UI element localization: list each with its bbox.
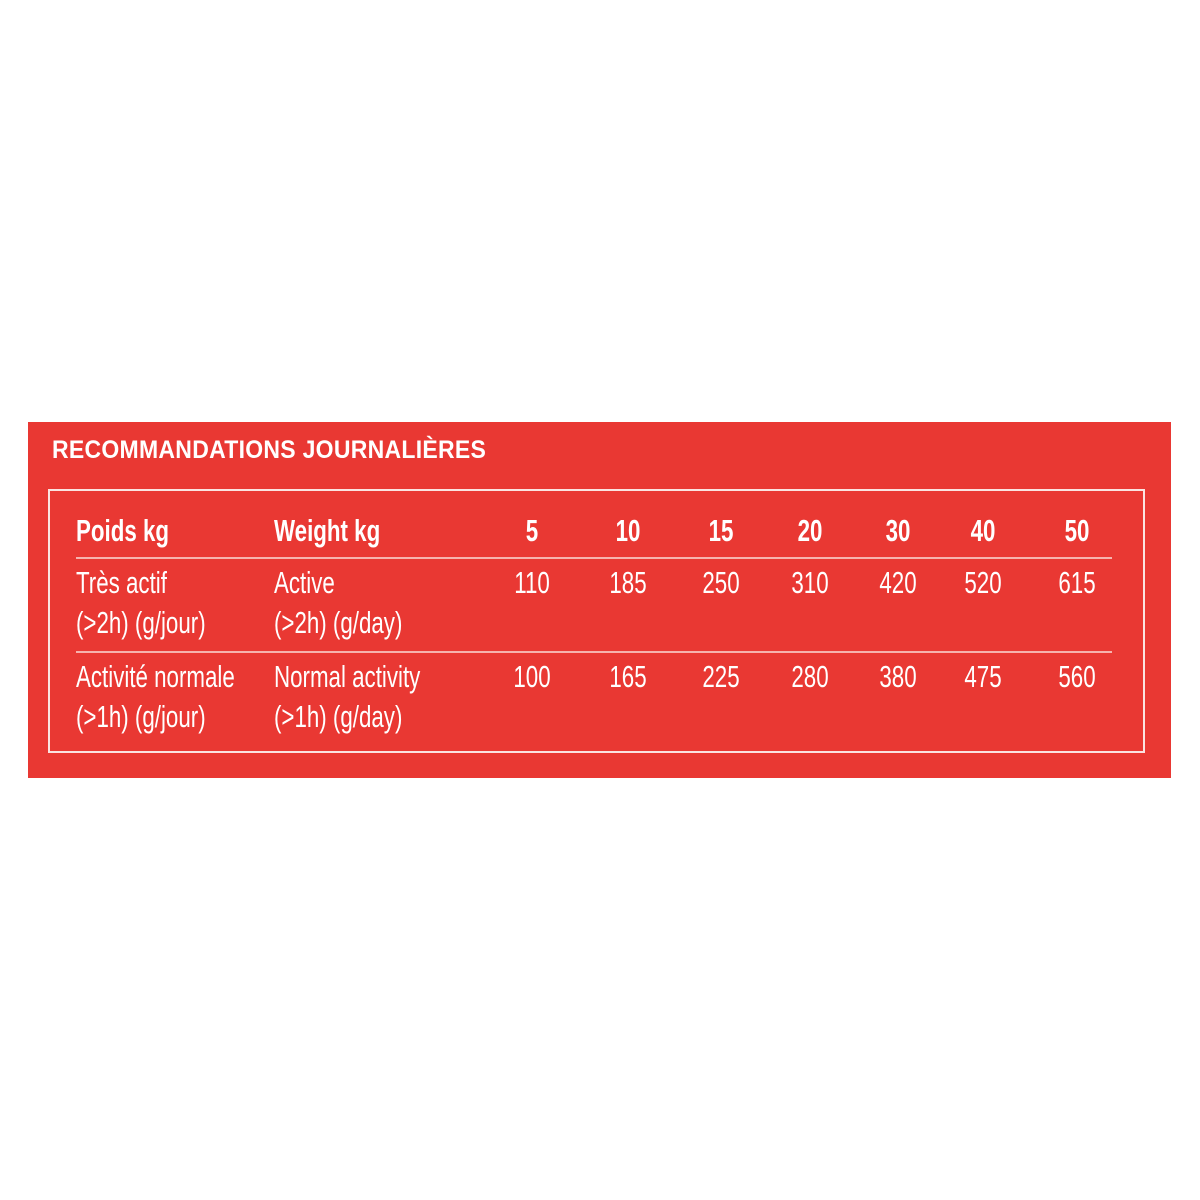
- panel-title: RECOMMANDATIONS JOURNALIÈRES: [52, 436, 487, 464]
- cell-value: 520: [964, 565, 1002, 600]
- cell-value: 165: [609, 659, 647, 694]
- divider: [76, 651, 1112, 653]
- row-label-fr: Très actif: [76, 565, 167, 600]
- row-label-fr-sub: (>1h) (g/jour): [76, 699, 206, 734]
- cell-value: 280: [791, 659, 829, 694]
- header-weight-value: 20: [797, 513, 823, 548]
- header-weight-value: 10: [615, 513, 641, 548]
- header-weight-value: 5: [525, 513, 539, 548]
- cell-value: 110: [514, 565, 550, 600]
- header-weight-en: Weight kg: [274, 513, 381, 548]
- feeding-table: Poids kg Weight kg Très actif (>2h) (g/j…: [48, 489, 1145, 753]
- header-weight-value: 40: [970, 513, 996, 548]
- header-weight-value: 15: [708, 513, 734, 548]
- cell-value: 100: [513, 659, 551, 694]
- row-label-en: Active: [274, 565, 335, 600]
- cell-value: 185: [609, 565, 647, 600]
- header-weight-value: 50: [1064, 513, 1090, 548]
- daily-recommendations-panel: RECOMMANDATIONS JOURNALIÈRES Poids kg We…: [28, 422, 1171, 778]
- cell-value: 615: [1058, 565, 1096, 600]
- cell-value: 560: [1058, 659, 1096, 694]
- row-label-fr: Activité normale: [76, 659, 235, 694]
- header-weight-fr: Poids kg: [76, 513, 170, 548]
- cell-value: 380: [879, 659, 917, 694]
- header-weight-value: 30: [885, 513, 911, 548]
- cell-value: 225: [702, 659, 740, 694]
- row-label-en: Normal activity: [274, 659, 421, 694]
- cell-value: 475: [964, 659, 1002, 694]
- row-label-en-sub: (>1h) (g/day): [274, 699, 403, 734]
- row-label-en-sub: (>2h) (g/day): [274, 605, 403, 640]
- divider: [76, 557, 1112, 559]
- cell-value: 420: [879, 565, 917, 600]
- cell-value: 310: [791, 565, 829, 600]
- row-label-fr-sub: (>2h) (g/jour): [76, 605, 206, 640]
- cell-value: 250: [702, 565, 740, 600]
